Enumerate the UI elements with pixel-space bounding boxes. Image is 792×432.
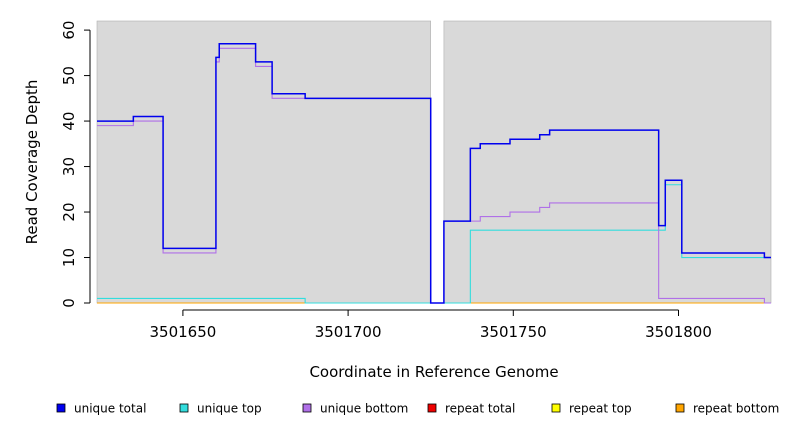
legend-swatch-unique-top — [179, 403, 189, 413]
y-tick-label: 50 — [60, 66, 78, 85]
legend-swatch-repeat-bottom — [675, 403, 685, 413]
plot-background — [96, 20, 772, 304]
ticks: 0 10 20 30 40 50 60 3501650 3501700 3501750 350180… — [60, 21, 712, 341]
legend-label-repeat-total: repeat total — [445, 402, 515, 416]
legend-label-unique-bottom: unique bottom — [320, 402, 408, 416]
legend-swatch-repeat-total — [427, 403, 437, 413]
y-tick-label: 40 — [60, 112, 78, 131]
y-tick-label: 10 — [60, 248, 78, 267]
x-tick-label: 3501700 — [315, 323, 382, 341]
series-line-unique-total — [97, 42, 771, 304]
series-group — [97, 42, 771, 304]
x-tick-label: 3501750 — [480, 323, 547, 341]
legend-label-unique-total: unique total — [74, 402, 146, 416]
x-axis-label: Coordinate in Reference Genome — [309, 363, 558, 381]
y-axis-label: Read Coverage Depth — [23, 80, 41, 245]
legend-swatch-unique-total — [56, 403, 66, 413]
y-tick-label: 60 — [60, 21, 78, 40]
shaded-region-2 — [443, 20, 772, 304]
legend: unique total unique top unique bottom repea… — [56, 402, 779, 416]
legend-swatch-unique-bottom — [302, 403, 312, 413]
x-tick-label: 3501800 — [645, 323, 712, 341]
y-tick-label: 30 — [60, 157, 78, 176]
legend-swatch-repeat-top — [551, 403, 561, 413]
legend-label-unique-top: unique top — [197, 402, 262, 416]
shaded-region-1 — [96, 20, 431, 304]
y-tick-label: 0 — [60, 298, 78, 308]
legend-label-repeat-bottom: repeat bottom — [693, 402, 779, 416]
legend-label-repeat-top: repeat top — [569, 402, 632, 416]
x-tick-label: 3501650 — [149, 323, 216, 341]
y-tick-label: 20 — [60, 202, 78, 221]
